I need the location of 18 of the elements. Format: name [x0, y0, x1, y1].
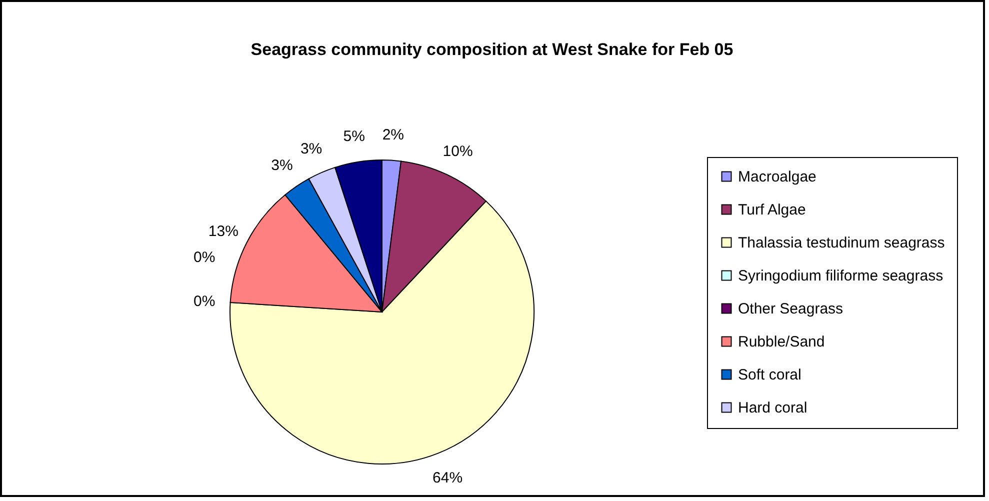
text: 0%	[194, 248, 216, 266]
legend-label: Other Seagrass	[738, 300, 844, 318]
data-label: 3%	[300, 140, 322, 158]
data-label: 3%	[271, 156, 293, 174]
data-label: 10%	[442, 142, 473, 160]
legend-label: Soft coral	[738, 366, 802, 384]
legend-label: Rubble/Sand	[738, 334, 825, 350]
text: 0%	[194, 292, 216, 310]
data-label: 2%	[382, 126, 404, 144]
legend-label: Hard coral	[738, 400, 808, 416]
data-label: 64%	[432, 470, 463, 486]
legend-label: Turf Algae	[738, 202, 806, 218]
data-label: 5%	[343, 128, 365, 146]
legend-label: Macroalgae	[738, 168, 816, 186]
chart-title: Seagrass community composition at West Snake for Feb 05	[250, 40, 734, 60]
legend-label: Syringodium filiforme seagrass	[738, 268, 944, 284]
data-label: 13%	[208, 223, 238, 240]
legend-label: Thalassia testudinum seagrass	[738, 234, 945, 252]
